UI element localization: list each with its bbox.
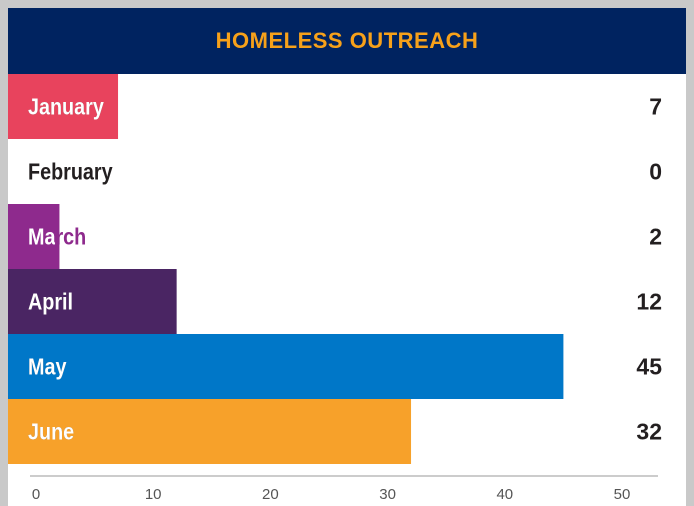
- x-axis-ticks: 0 10 20 30 40 50: [32, 486, 631, 503]
- category-label-february: February: [28, 159, 113, 185]
- x-tick-label: 30: [379, 486, 396, 503]
- value-label-february: 0: [649, 159, 662, 185]
- category-label-inside-june: June: [28, 419, 74, 445]
- bar-march: [8, 204, 60, 269]
- bar-june: [8, 399, 412, 464]
- bars-group: [8, 74, 564, 464]
- x-tick-label: 50: [614, 486, 631, 503]
- labels-group: JanuaryJanuary7February0MarchMarch2April…: [28, 94, 662, 445]
- category-label-january: January: [28, 94, 104, 120]
- value-label-may: 45: [636, 354, 662, 380]
- category-label-inside-january: January: [28, 94, 104, 120]
- x-tick-label: 10: [145, 486, 162, 503]
- bar-may: [8, 334, 564, 399]
- value-label-march: 2: [649, 224, 662, 250]
- x-tick-label: 0: [32, 486, 40, 503]
- category-label-inside-march: March: [28, 224, 86, 250]
- category-label-march: March: [28, 224, 86, 250]
- x-tick-label: 20: [262, 486, 279, 503]
- category-label-inside-may: May: [28, 354, 67, 380]
- category-label-april: April: [28, 289, 73, 315]
- value-label-june: 32: [636, 419, 662, 445]
- bar-april: [8, 269, 177, 334]
- category-label-june: June: [28, 419, 74, 445]
- value-label-january: 7: [649, 94, 662, 120]
- category-label-may: May: [28, 354, 67, 380]
- title-bar: HOMELESS OUTREACH: [8, 8, 686, 74]
- value-label-april: 12: [636, 289, 662, 315]
- category-label-inside-april: April: [28, 289, 73, 315]
- bar-january: [8, 74, 119, 139]
- chart-title: HOMELESS OUTREACH: [215, 28, 479, 53]
- x-tick-label: 40: [496, 486, 513, 503]
